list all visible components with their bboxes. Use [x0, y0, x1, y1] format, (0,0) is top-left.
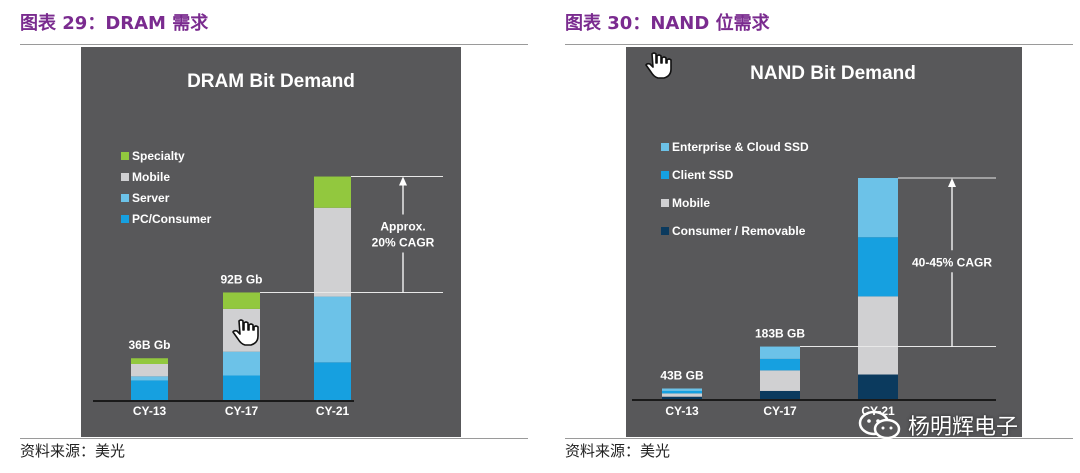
legend-swatch	[121, 152, 129, 160]
x-tick-label: CY-13	[133, 404, 167, 418]
bar-segment	[314, 362, 351, 401]
legend-label: PC/Consumer	[132, 212, 212, 226]
x-tick-label: CY-13	[665, 404, 699, 418]
bar-segment	[662, 393, 702, 397]
watermark-text: 杨明辉电子	[908, 415, 1019, 440]
bar-segment	[662, 388, 702, 391]
annotation-arrow-head	[399, 176, 407, 186]
bar-segment	[223, 351, 260, 376]
chart-svg: DRAM Bit Demand 36B Gb CY-13 92B Gb CY-17 CY-…	[93, 71, 443, 418]
bar-segment	[223, 292, 260, 309]
x-tick-label: CY-21	[316, 404, 350, 418]
bar-segment	[858, 296, 898, 375]
bar-segment	[223, 375, 260, 401]
figure-heading: 图表 30：NAND 位需求	[565, 13, 770, 34]
chart-title: NAND Bit Demand	[750, 63, 916, 84]
bar-segment	[760, 370, 800, 391]
legend-swatch	[121, 173, 129, 181]
hand-cursor-icon	[232, 319, 259, 346]
bar-segment	[858, 374, 898, 400]
bar-segment	[662, 396, 702, 400]
bar-segment	[314, 176, 351, 208]
legend-label: Server	[132, 191, 170, 205]
watermark: 杨明辉电子	[858, 410, 1018, 440]
legend-label: Enterprise & Cloud SSD	[672, 140, 809, 154]
heading-divider	[565, 44, 1073, 45]
bar-segment	[131, 380, 168, 401]
annotation-label: 40-45% CAGR	[912, 255, 992, 269]
source-divider	[565, 438, 1073, 439]
data-label: 92B Gb	[220, 272, 262, 286]
chart-svg: NAND Bit Demand 43B GB CY-13 183B GB CY-17 CY…	[632, 52, 996, 418]
bar-segment	[760, 358, 800, 371]
legend-swatch	[661, 199, 669, 207]
annotation-text-bg	[918, 250, 986, 273]
bar-segment	[858, 237, 898, 297]
source-note: 资料来源：美光	[565, 442, 671, 460]
legend-swatch	[121, 215, 129, 223]
annotation-text-bg	[369, 214, 437, 253]
data-label: 183B GB	[755, 327, 805, 341]
annotation-arrow-head	[948, 178, 956, 187]
legend-label: Mobile	[132, 170, 170, 184]
legend-swatch	[661, 171, 669, 179]
legend-label: Client SSD	[672, 168, 734, 182]
chart-title: DRAM Bit Demand	[187, 71, 355, 92]
annotation-label: 20% CAGR	[372, 236, 435, 250]
legend-label: Specialty	[132, 149, 185, 163]
legend-label: Consumer / Removable	[672, 224, 806, 238]
chart-panel: NAND Bit Demand 43B GB CY-13 183B GB CY-17 CY…	[626, 47, 1022, 437]
bar-segment	[314, 207, 351, 297]
wechat-logo-icon	[858, 410, 901, 440]
bar-segment	[131, 376, 168, 381]
bar-segment	[760, 346, 800, 359]
legend-swatch	[121, 194, 129, 202]
source-divider	[20, 438, 528, 439]
figure-heading: 图表 29：DRAM 需求	[20, 13, 209, 34]
data-label: 43B GB	[660, 368, 704, 382]
legend-swatch	[661, 227, 669, 235]
hand-cursor-shape	[645, 52, 672, 79]
data-label: 36B Gb	[128, 338, 170, 352]
source-note: 资料来源：美光	[20, 442, 126, 460]
legend-label: Mobile	[672, 196, 710, 210]
bar-segment	[131, 358, 168, 364]
legend-swatch	[661, 143, 669, 151]
chart-panel: DRAM Bit Demand 36B Gb CY-13 92B Gb CY-17 CY-…	[81, 47, 461, 437]
bar-segment	[314, 296, 351, 363]
bar-segment	[760, 390, 800, 400]
bar-segment	[662, 390, 702, 394]
annotation-label: Approx.	[380, 220, 425, 234]
x-tick-label: CY-17	[763, 404, 797, 418]
heading-divider	[20, 44, 528, 45]
hand-cursor-icon	[645, 52, 672, 79]
x-tick-label: CY-17	[225, 404, 259, 418]
x-tick-label: CY-21	[861, 404, 895, 418]
bar-segment	[858, 178, 898, 238]
bar-segment	[131, 364, 168, 377]
hand-cursor-shape	[232, 319, 259, 346]
